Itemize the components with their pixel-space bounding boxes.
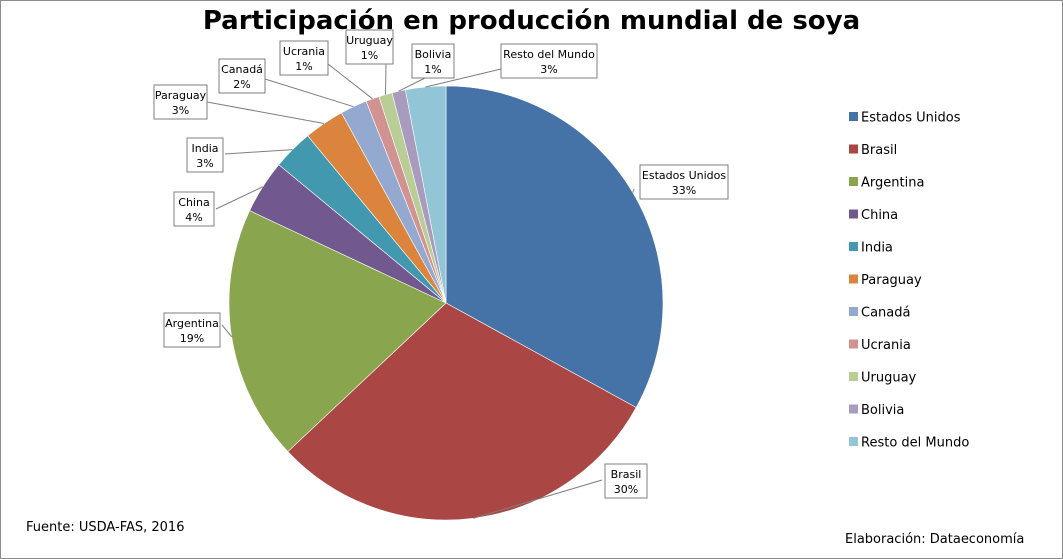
source-note: Fuente: USDA-FAS, 2016 [26, 520, 185, 535]
leader-line-estados-unidos [632, 188, 635, 193]
legend-label-india: India [861, 241, 893, 256]
legend-swatch-ucrania [849, 339, 858, 349]
pie-slice-resto-del-mundo [404, 85, 447, 304]
legend-swatch-estados-unidos [849, 112, 858, 121]
leader-line-argentina [221, 324, 233, 338]
legend-swatch-resto-del-mundo [849, 437, 858, 446]
leader-line-resto-del-mundo [425, 68, 502, 88]
data-label-name-bolivia: Bolivia [415, 48, 452, 61]
callout-box-brasil [604, 463, 648, 499]
pie-slices [228, 85, 664, 521]
leader-line-brasil [473, 479, 603, 519]
legend-label-ucrania: Ucrania [861, 338, 911, 353]
leader-line-ucrania [327, 63, 373, 100]
legend-swatch-paraguay [849, 274, 858, 284]
legend-label-canada: Canadá [861, 306, 910, 321]
callout-box-estados-unidos [639, 164, 729, 200]
data-label-name-estados-unidos: Estados Unidos [642, 169, 726, 182]
leader-line-bolivia [398, 77, 426, 92]
legend-label-brasil: Brasil [861, 143, 897, 158]
legend-label-paraguay: Paraguay [861, 273, 922, 288]
data-label-value-uruguay: 1% [361, 49, 378, 62]
legend-swatch-china [849, 209, 858, 219]
data-label-value-brasil: 30% [614, 483, 638, 496]
callout-box-india [186, 137, 224, 173]
legend-label-uruguay: Uruguay [861, 371, 917, 386]
data-label-name-china: China [178, 196, 209, 209]
data-label-value-china: 4% [185, 211, 202, 224]
callout-box-canada [218, 58, 266, 94]
data-label-name-uruguay: Uruguay [346, 34, 393, 47]
leader-line-paraguay [206, 101, 325, 124]
leader-line-china [215, 186, 264, 210]
data-label-value-paraguay: 3% [172, 104, 189, 117]
pie-slice-argentina [228, 210, 447, 452]
legend-label-china: China [861, 208, 898, 223]
data-label-name-ucrania: Ucrania [283, 45, 325, 58]
legend-label-argentina: Argentina [861, 176, 924, 191]
data-label-name-india: India [192, 142, 219, 155]
legend-swatch-bolivia [849, 404, 858, 414]
leader-line-india [224, 149, 293, 155]
legend-swatch-india [849, 242, 858, 251]
data-label-value-argentina: 19% [180, 332, 204, 345]
data-label-name-brasil: Brasil [611, 468, 642, 481]
legend: Estados Unidos Brasil Argentina China India P… [849, 111, 969, 451]
callout-box-bolivia [411, 43, 455, 79]
data-label-name-paraguay: Paraguay [155, 89, 207, 102]
legend-label-bolivia: Bolivia [861, 403, 904, 418]
leader-line-uruguay [385, 63, 387, 95]
legend-swatch-canada [849, 307, 858, 316]
callout-box-uruguay [345, 29, 394, 65]
data-label-name-resto-del-mundo: Resto del Mundo [503, 48, 595, 61]
legend-swatch-brasil [849, 144, 858, 154]
callout-box-resto-del-mundo [500, 43, 598, 79]
legend-swatch-uruguay [849, 372, 858, 381]
data-label-callouts: Estados Unidos 33% Brasil 30% Argentina 19% Ch… [153, 29, 729, 519]
callout-box-paraguay [153, 84, 208, 120]
data-label-value-india: 3% [196, 157, 213, 170]
data-label-name-canada: Canadá [221, 63, 263, 76]
chart-title: Participación en producción mundial de s… [202, 6, 861, 36]
legend-label-estados-unidos: Estados Unidos [861, 111, 961, 126]
data-label-value-canada: 2% [233, 78, 250, 91]
data-label-name-argentina: Argentina [165, 317, 219, 330]
data-label-value-resto-del-mundo: 3% [540, 63, 557, 76]
data-label-value-estados-unidos: 33% [672, 184, 696, 197]
callout-box-china [173, 191, 215, 227]
leader-line-canada [264, 78, 354, 108]
callout-box-argentina [163, 312, 221, 348]
legend-swatch-argentina [849, 177, 858, 186]
credit-note: Elaboración: Dataeconomía [845, 532, 1025, 547]
pie-slice-brasil [287, 302, 637, 521]
data-label-value-bolivia: 1% [424, 63, 441, 76]
data-label-value-ucrania: 1% [295, 60, 312, 73]
pie-slice-estados-unidos [445, 85, 664, 408]
legend-label-resto-del-mundo: Resto del Mundo [861, 436, 969, 451]
callout-box-ucrania [279, 40, 329, 76]
